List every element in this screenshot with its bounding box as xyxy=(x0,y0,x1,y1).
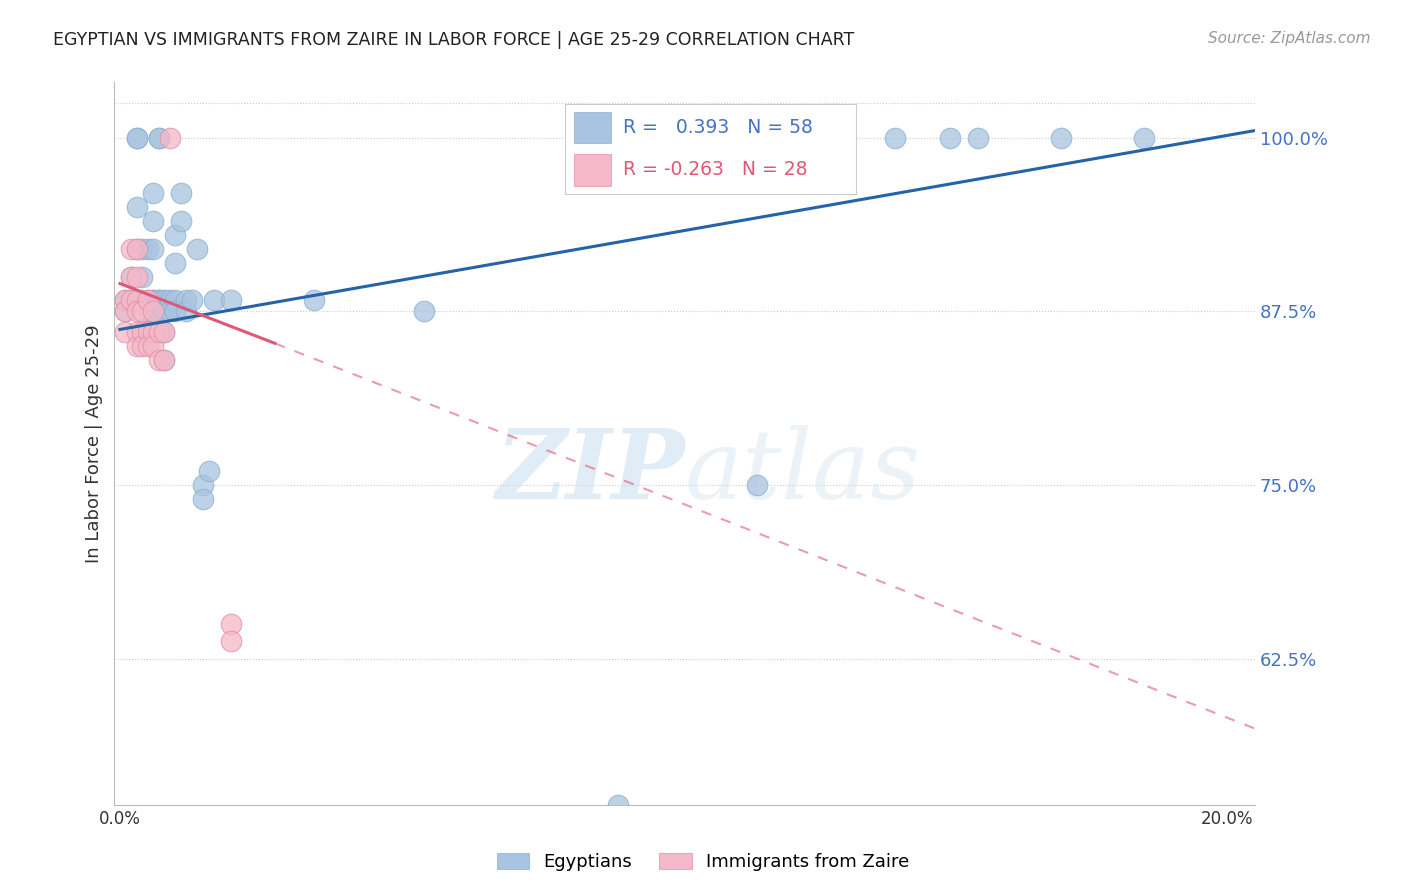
Point xyxy=(1133,130,1156,145)
Point xyxy=(125,242,148,256)
Point xyxy=(148,353,170,368)
Point xyxy=(219,617,242,632)
Point xyxy=(148,293,170,308)
Point xyxy=(170,214,193,228)
Point xyxy=(159,304,181,318)
Point xyxy=(125,130,148,145)
Point xyxy=(197,464,219,478)
Point xyxy=(186,242,208,256)
Text: atlas: atlas xyxy=(685,425,921,519)
Point xyxy=(114,304,136,318)
Point xyxy=(125,304,148,318)
Point xyxy=(114,304,136,318)
Point xyxy=(170,186,193,201)
Point xyxy=(153,325,176,339)
Point xyxy=(176,304,198,318)
Point xyxy=(148,325,170,339)
Point xyxy=(202,293,225,308)
Point xyxy=(142,339,165,353)
Point xyxy=(148,130,170,145)
Point xyxy=(120,293,142,308)
Point xyxy=(148,304,170,318)
Point xyxy=(120,269,142,284)
Point xyxy=(136,293,159,308)
Point xyxy=(967,130,990,145)
Point xyxy=(120,293,142,308)
Point xyxy=(142,242,165,256)
Point xyxy=(176,293,198,308)
Point xyxy=(125,339,148,353)
Point xyxy=(131,339,153,353)
Point xyxy=(131,269,153,284)
Point xyxy=(142,293,165,308)
Point xyxy=(131,325,153,339)
Point xyxy=(136,325,159,339)
Point xyxy=(884,130,907,145)
Point xyxy=(690,130,713,145)
Text: Source: ZipAtlas.com: Source: ZipAtlas.com xyxy=(1208,31,1371,46)
Point xyxy=(125,242,148,256)
Point xyxy=(191,478,214,492)
Point xyxy=(153,293,176,308)
Point xyxy=(136,293,159,308)
Point xyxy=(165,256,187,270)
Point xyxy=(939,130,962,145)
Point xyxy=(125,325,148,339)
Point xyxy=(136,339,159,353)
Point xyxy=(153,353,176,368)
Point xyxy=(136,325,159,339)
Point xyxy=(302,293,325,308)
Point xyxy=(120,242,142,256)
Point xyxy=(153,304,176,318)
Point xyxy=(136,304,159,318)
Point xyxy=(142,186,165,201)
Point xyxy=(114,325,136,339)
Point xyxy=(142,214,165,228)
Point xyxy=(125,130,148,145)
Point xyxy=(125,293,148,308)
Text: ZIP: ZIP xyxy=(495,425,685,519)
Point xyxy=(180,293,202,308)
Point xyxy=(159,293,181,308)
Point xyxy=(191,492,214,507)
Point xyxy=(219,634,242,648)
Legend: Egyptians, Immigrants from Zaire: Egyptians, Immigrants from Zaire xyxy=(489,846,917,879)
Text: EGYPTIAN VS IMMIGRANTS FROM ZAIRE IN LABOR FORCE | AGE 25-29 CORRELATION CHART: EGYPTIAN VS IMMIGRANTS FROM ZAIRE IN LAB… xyxy=(53,31,855,49)
Point xyxy=(142,304,165,318)
Point xyxy=(142,325,165,339)
Point xyxy=(125,200,148,214)
Point xyxy=(114,293,136,308)
Point xyxy=(634,130,657,145)
Y-axis label: In Labor Force | Age 25-29: In Labor Force | Age 25-29 xyxy=(86,324,103,563)
Point xyxy=(120,269,142,284)
Point xyxy=(1050,130,1073,145)
Point xyxy=(142,293,165,308)
Point xyxy=(607,798,630,813)
Point xyxy=(136,242,159,256)
Point xyxy=(413,304,436,318)
Point xyxy=(131,293,153,308)
Point xyxy=(745,478,768,492)
Point xyxy=(148,130,170,145)
Point xyxy=(153,325,176,339)
Point xyxy=(114,293,136,308)
Point xyxy=(148,293,170,308)
Point xyxy=(131,304,153,318)
Point xyxy=(159,130,181,145)
Point xyxy=(153,353,176,368)
Point xyxy=(125,269,148,284)
Point xyxy=(165,227,187,242)
Point xyxy=(165,293,187,308)
Point xyxy=(125,293,148,308)
Point xyxy=(165,304,187,318)
Point xyxy=(219,293,242,308)
Point xyxy=(131,242,153,256)
